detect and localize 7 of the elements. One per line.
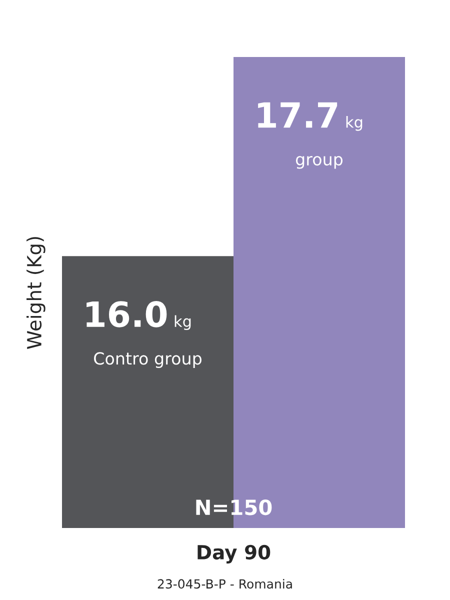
text: 23-045-B-P - Romania [158,578,292,589]
x-tick-label: Contro group [94,352,202,368]
y-axis-title: Weight (Kg) [26,237,46,349]
x-axis-title: Day 90 [198,544,270,564]
x-tick-label: group [296,156,343,169]
data-label: 16.0 kg [86,301,191,330]
data-label: 17.7 kg [258,102,362,131]
